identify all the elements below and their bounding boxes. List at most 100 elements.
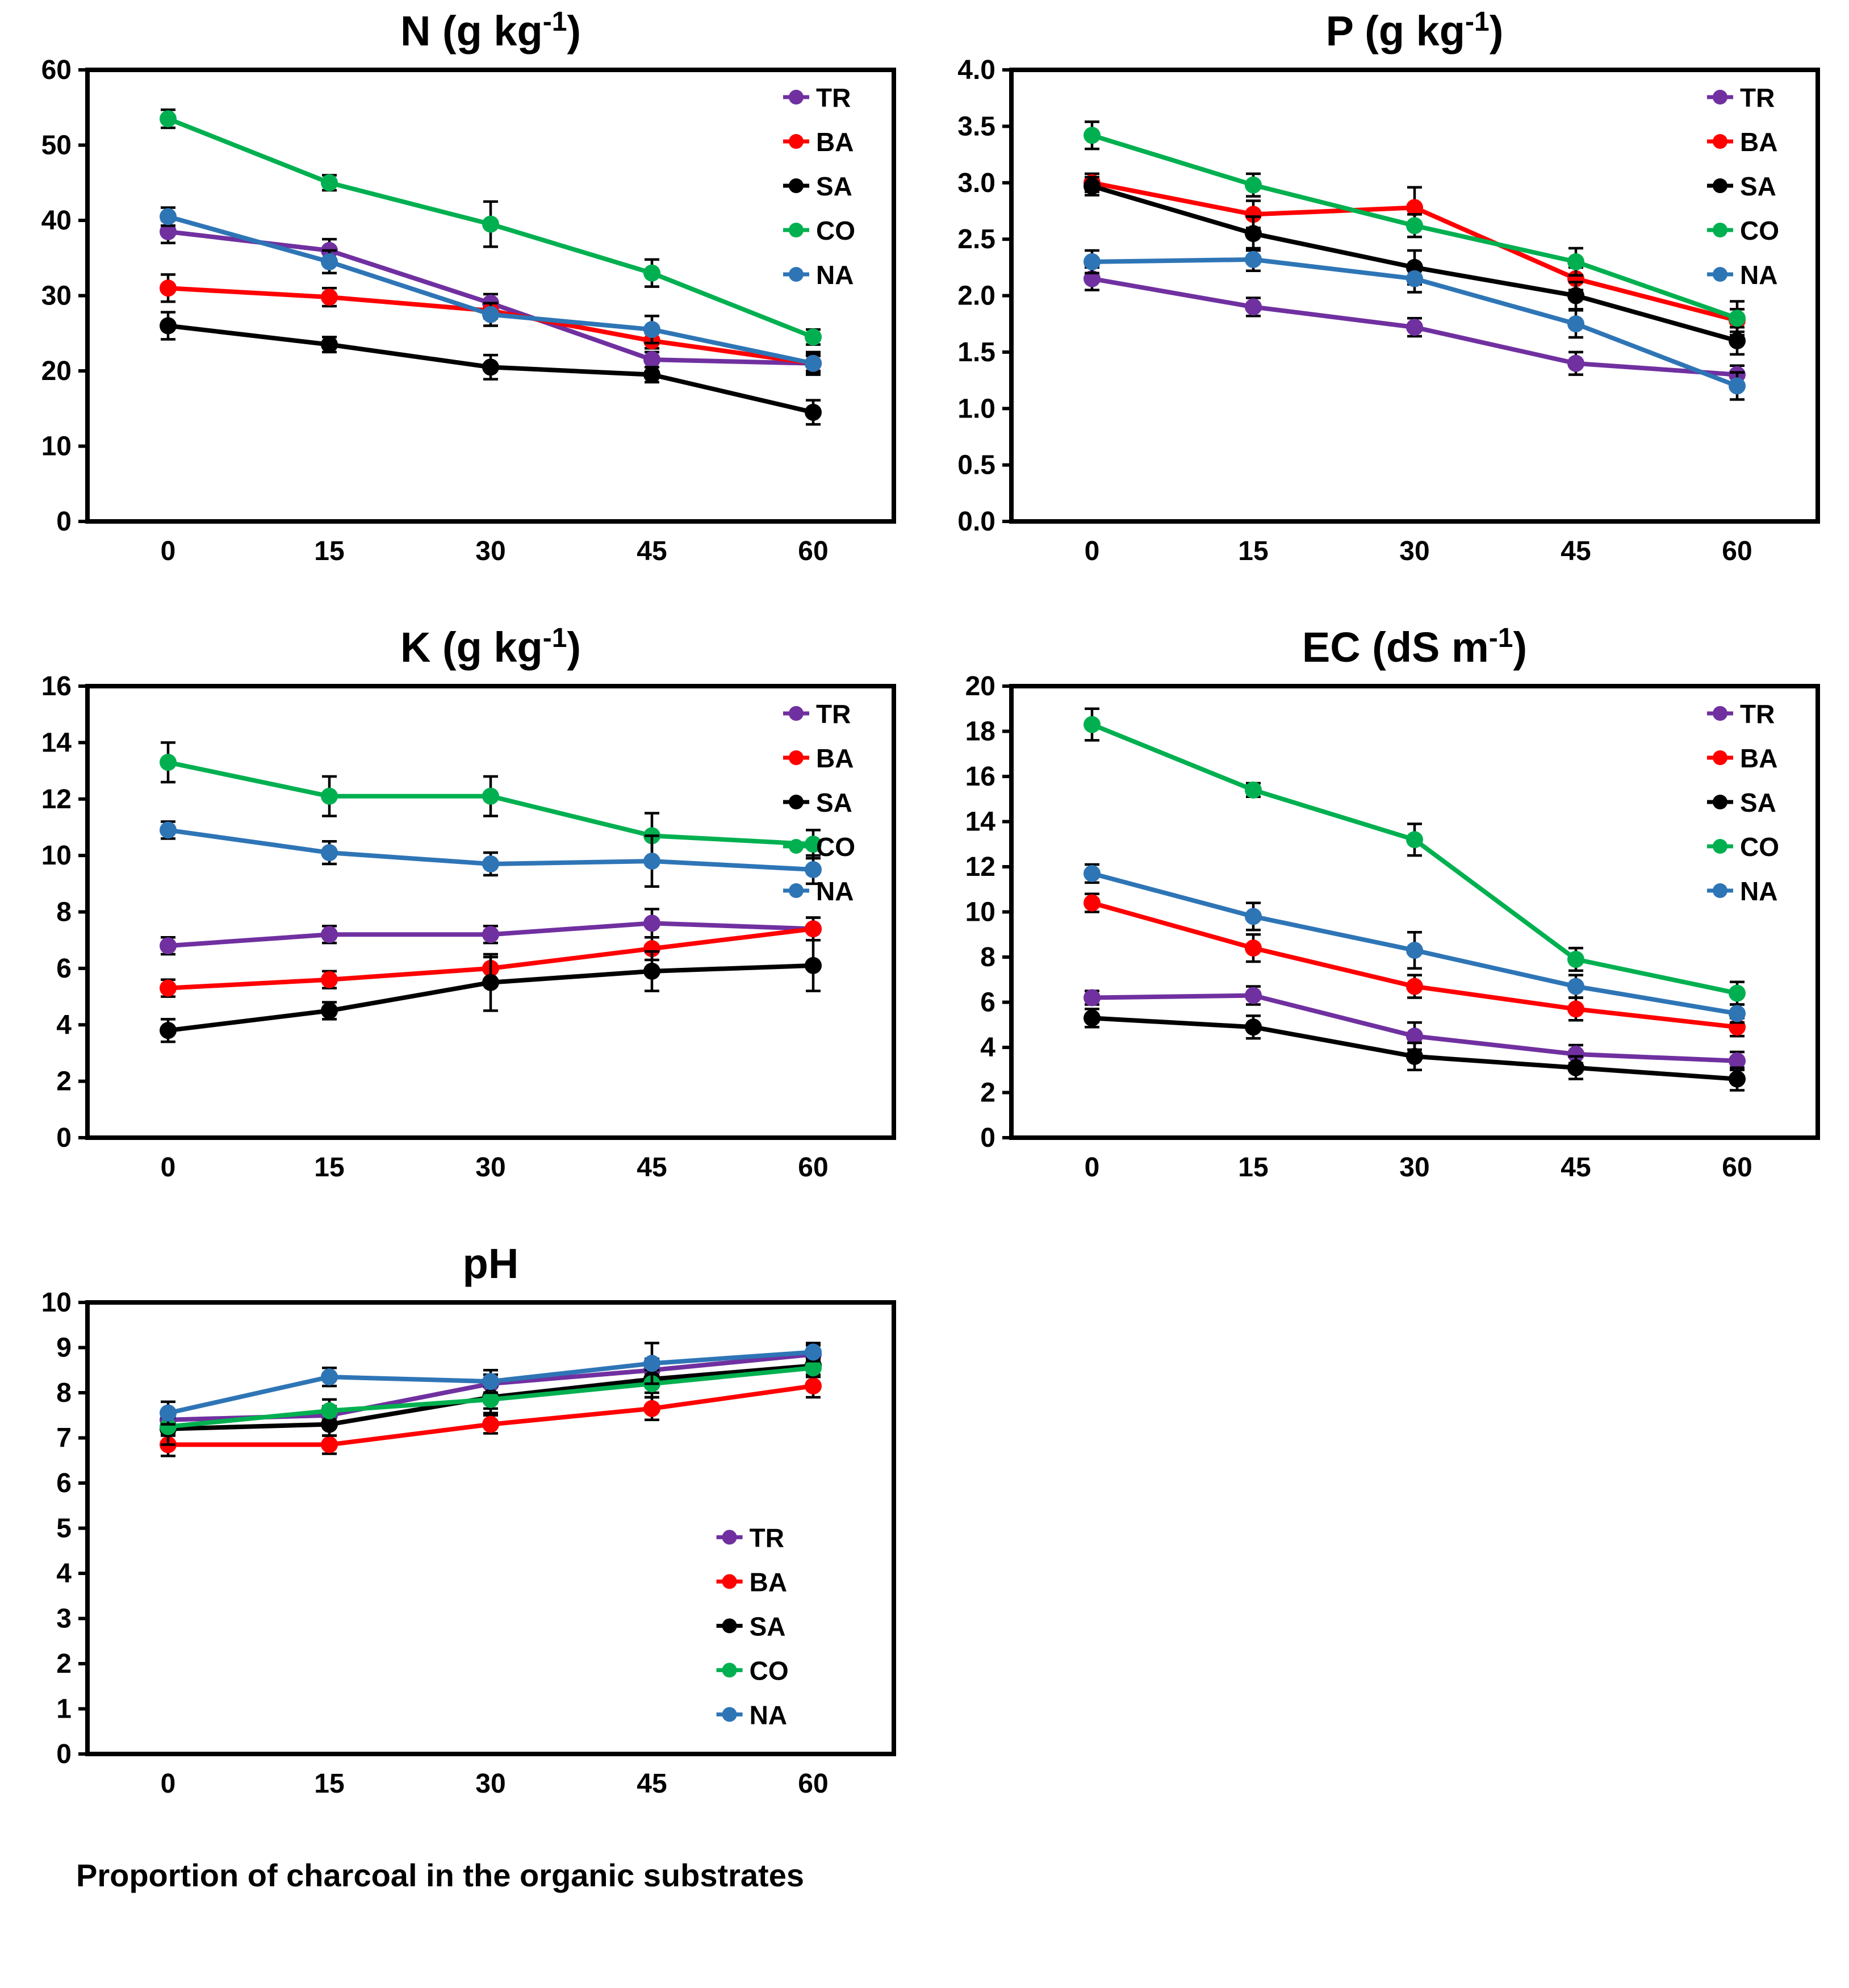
svg-text:40: 40 — [41, 206, 72, 236]
svg-text:pH: pH — [463, 1243, 519, 1287]
svg-text:2: 2 — [980, 1078, 995, 1108]
svg-text:BA: BA — [816, 744, 854, 773]
legend: TR BA SA CO NA — [783, 83, 855, 290]
svg-text:6: 6 — [56, 1468, 72, 1498]
series-sa — [1084, 1008, 1746, 1092]
svg-text:12: 12 — [965, 852, 995, 882]
svg-text:50: 50 — [41, 131, 72, 161]
svg-text:10: 10 — [41, 432, 72, 462]
svg-text:0: 0 — [1085, 1152, 1100, 1183]
svg-text:8: 8 — [980, 942, 995, 972]
x-axis: 0 15 30 45 60 — [1085, 1152, 1752, 1183]
series-co — [160, 108, 822, 346]
svg-text:15: 15 — [314, 536, 344, 566]
series-ba — [160, 1373, 822, 1457]
svg-text:30: 30 — [475, 1769, 505, 1799]
chart-title: N (g kg-1) — [400, 7, 581, 55]
series-sa — [160, 311, 822, 426]
svg-text:15: 15 — [1238, 536, 1268, 566]
series-sa — [160, 938, 822, 1043]
y-axis: 0 1 2 3 4 5 6 7 8 9 10 — [41, 1288, 87, 1769]
svg-text:CO: CO — [750, 1656, 789, 1685]
x-axis: 0 15 30 45 60 — [1085, 536, 1752, 566]
svg-text:SA: SA — [750, 1611, 786, 1641]
svg-text:0.0: 0.0 — [957, 507, 995, 537]
svg-text:EC (dS m-1): EC (dS m-1) — [1302, 627, 1527, 671]
svg-text:15: 15 — [314, 1152, 344, 1183]
svg-text:60: 60 — [798, 536, 828, 566]
legend: TR BA SA CO NA — [716, 1523, 789, 1730]
svg-text:3.0: 3.0 — [957, 168, 995, 198]
svg-text:30: 30 — [41, 281, 72, 311]
svg-text:SA: SA — [1740, 172, 1776, 201]
svg-text:CO: CO — [1740, 216, 1779, 245]
x-axis: 0 15 30 45 60 — [161, 536, 829, 566]
svg-text:4: 4 — [56, 1559, 72, 1589]
svg-text:20: 20 — [41, 356, 72, 386]
svg-text:0: 0 — [56, 507, 72, 537]
svg-text:TR: TR — [816, 699, 851, 729]
svg-text:45: 45 — [1561, 536, 1591, 566]
svg-text:1.5: 1.5 — [957, 337, 995, 367]
svg-text:1: 1 — [56, 1694, 72, 1724]
svg-text:BA: BA — [1740, 127, 1777, 157]
svg-text:0: 0 — [161, 536, 176, 566]
x-axis-label: Proportion of charcoal in the organic su… — [76, 1857, 804, 1893]
svg-text:4: 4 — [56, 1010, 72, 1040]
chart-p-svg: P (g kg-1) 0.0 0.5 1.0 1.5 2.0 2.5 3.0 3.5 4.0 0 15… — [957, 7, 1820, 566]
series-tr — [1084, 266, 1746, 385]
chart-title: EC (dS m-1) — [1302, 623, 1527, 671]
svg-text:3: 3 — [56, 1604, 72, 1634]
svg-text:TR: TR — [1740, 83, 1775, 112]
charts-grid: N (g kg-1) 0 10 20 30 40 50 60 0 15 30 45 60 TR BA SA CO… — [8, 7, 1841, 1853]
chart-k-svg: K (g kg-1) 0 2 4 6 8 10 12 14 16 0 15 30 45 60 TR BA SA CO… — [41, 623, 896, 1183]
chart-n-svg: N (g kg-1) 0 10 20 30 40 50 60 0 15 30 45 60 TR BA SA CO… — [41, 7, 896, 566]
svg-text:2.0: 2.0 — [957, 281, 995, 311]
svg-text:4: 4 — [980, 1033, 995, 1063]
svg-text:14: 14 — [41, 728, 72, 758]
svg-text:0: 0 — [1085, 536, 1100, 566]
svg-text:60: 60 — [798, 1152, 828, 1183]
svg-text:8: 8 — [56, 1378, 72, 1408]
series-na — [1084, 863, 1746, 1024]
svg-text:0: 0 — [56, 1123, 72, 1153]
svg-text:18: 18 — [965, 717, 995, 747]
svg-text:NA: NA — [816, 876, 854, 906]
svg-text:TR: TR — [750, 1523, 784, 1552]
svg-text:14: 14 — [965, 807, 996, 837]
svg-text:0: 0 — [161, 1152, 176, 1183]
svg-text:16: 16 — [41, 671, 72, 701]
svg-text:30: 30 — [475, 1152, 505, 1183]
svg-text:60: 60 — [1722, 536, 1752, 566]
svg-text:2: 2 — [56, 1067, 72, 1097]
y-axis: 0 2 4 6 8 10 12 14 16 18 20 — [965, 671, 1011, 1153]
chart-panel-p: P (g kg-1) 0.0 0.5 1.0 1.5 2.0 2.5 3.0 3.5 4.0 0 15… — [932, 7, 1838, 621]
series-co — [1084, 120, 1746, 337]
svg-text:SA: SA — [816, 172, 852, 201]
series-na — [160, 820, 822, 888]
svg-text:CO: CO — [1740, 832, 1779, 862]
legend: TR BA SA CO NA — [783, 699, 855, 906]
svg-text:60: 60 — [798, 1769, 828, 1799]
svg-text:0: 0 — [980, 1123, 995, 1153]
chart-panel-ec: EC (dS m-1) 0 2 4 6 8 10 12 14 16 18 20 0 15 30 45 60 TR B… — [932, 623, 1838, 1237]
svg-text:3.5: 3.5 — [957, 111, 995, 141]
svg-text:2.5: 2.5 — [957, 224, 995, 254]
svg-text:15: 15 — [1238, 1152, 1268, 1183]
svg-text:12: 12 — [41, 784, 72, 815]
plot-area-border — [1009, 68, 1820, 524]
empty-cell — [932, 1243, 1838, 1853]
svg-text:45: 45 — [637, 536, 667, 566]
legend: TR BA SA CO NA — [1707, 699, 1779, 906]
svg-text:1.0: 1.0 — [957, 394, 995, 424]
chart-panel-n: N (g kg-1) 0 10 20 30 40 50 60 0 15 30 45 60 TR BA SA CO… — [8, 7, 914, 621]
chart-title: K (g kg-1) — [400, 623, 581, 671]
svg-text:CO: CO — [816, 216, 855, 245]
legend: TR BA SA CO NA — [1707, 83, 1779, 290]
series-co — [1084, 707, 1746, 1006]
svg-text:6: 6 — [56, 954, 72, 984]
svg-text:10: 10 — [965, 897, 995, 928]
svg-text:7: 7 — [56, 1423, 72, 1454]
svg-text:6: 6 — [980, 988, 995, 1018]
